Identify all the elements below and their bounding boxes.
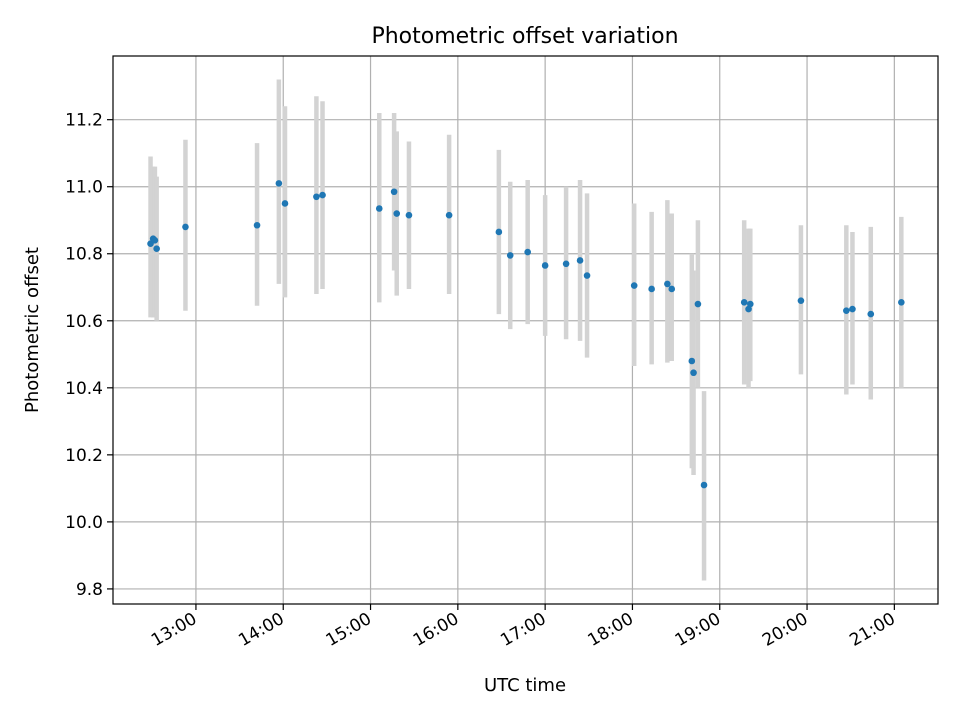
data-point: [506, 252, 514, 259]
y-tick-label: 11.2: [65, 111, 103, 131]
data-points: [147, 180, 905, 489]
y-tick-label: 10.2: [65, 446, 103, 466]
data-point: [495, 228, 503, 236]
data-point: [797, 297, 805, 304]
data-point: [281, 200, 289, 207]
y-tick-label: 10.4: [65, 379, 103, 399]
data-point: [688, 357, 696, 365]
data-point: [648, 285, 655, 293]
data-point: [668, 285, 676, 293]
data-point: [849, 305, 856, 313]
data-point: [151, 237, 159, 244]
data-point: [583, 272, 591, 279]
data-point: [393, 210, 401, 217]
data-point: [745, 305, 752, 313]
data-point: [445, 211, 453, 219]
y-tick-label: 9.8: [76, 580, 103, 600]
data-point: [630, 282, 638, 289]
data-point: [390, 188, 398, 196]
data-point: [524, 248, 531, 256]
data-point: [867, 310, 875, 318]
data-point: [275, 180, 283, 187]
y-tick-label: 10.6: [65, 312, 103, 332]
data-point: [375, 205, 383, 212]
data-point: [182, 223, 189, 231]
data-point: [405, 211, 413, 219]
data-point: [694, 300, 702, 308]
data-point: [153, 245, 160, 253]
y-axis-label: Photometric offset: [22, 247, 43, 413]
data-point: [843, 307, 850, 315]
data-point: [576, 257, 584, 264]
data-point: [664, 280, 671, 288]
data-point: [898, 299, 905, 306]
data-point: [747, 300, 754, 308]
data-point: [740, 299, 748, 306]
data-point: [690, 369, 697, 377]
y-axis-ticks: 9.8 10.0 10.2 10.4 10.6 10.8 11.0 11.2: [65, 111, 113, 600]
data-point: [319, 191, 326, 199]
y-tick-label: 11.0: [65, 178, 103, 198]
y-tick-label: 10.0: [65, 513, 103, 533]
data-point: [562, 260, 570, 268]
y-tick-label: 10.8: [65, 245, 103, 265]
data-point: [253, 221, 261, 229]
x-axis-label: UTC time: [484, 675, 566, 696]
data-point: [700, 481, 708, 489]
plot-frame: [112, 55, 939, 605]
data-point: [313, 193, 320, 201]
chart-title: Photometric offset variation: [371, 24, 678, 49]
data-point: [541, 262, 549, 269]
